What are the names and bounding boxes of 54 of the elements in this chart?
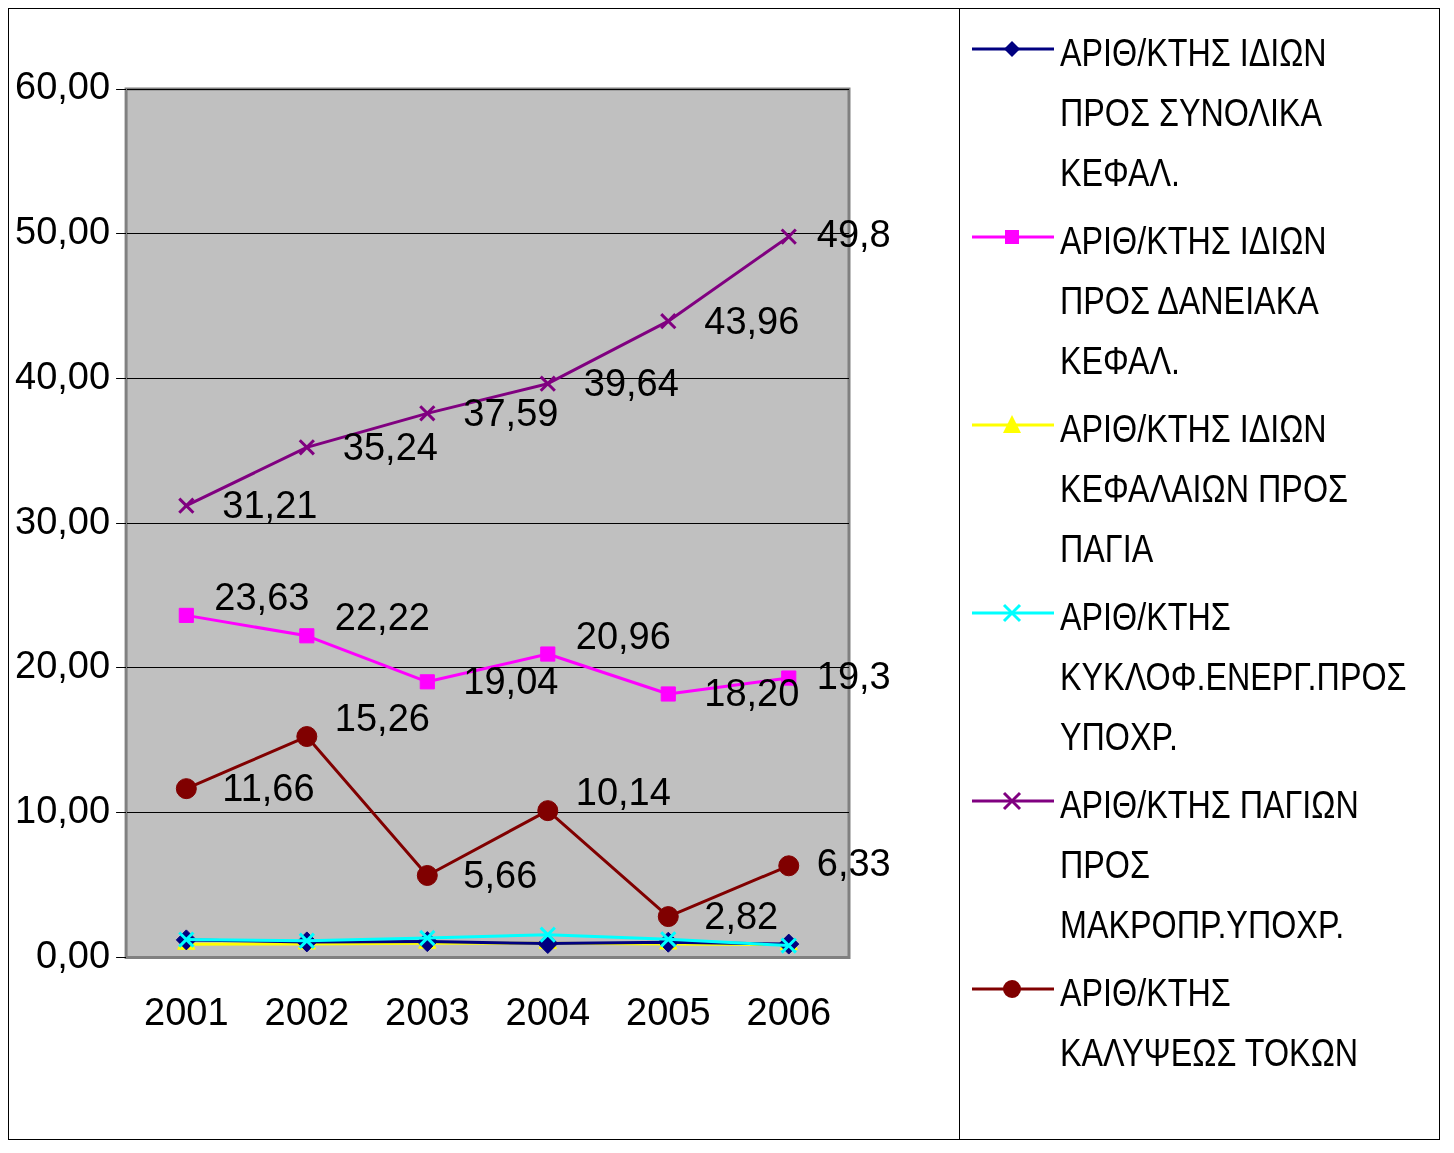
data-label: 23,63 xyxy=(214,575,310,618)
point xyxy=(178,607,194,623)
y-tick-label: 40,00 xyxy=(15,354,111,397)
x-tick-label: 2005 xyxy=(626,990,711,1033)
y-tick-label: 50,00 xyxy=(15,210,111,253)
data-label: 22,22 xyxy=(334,596,430,639)
y-tick-label: 30,00 xyxy=(15,499,111,542)
data-label: 19,04 xyxy=(463,660,559,703)
point xyxy=(296,726,318,748)
point xyxy=(539,375,557,393)
point xyxy=(418,404,436,422)
y-tick-label: 10,00 xyxy=(15,789,111,832)
x-tick-label: 2001 xyxy=(144,990,229,1033)
data-label: 18,20 xyxy=(704,672,800,715)
legend-label: ΑΡΙΘ/ΚΤΗΣ ΚΑΛΥΨΕΩΣ ΤΟΚΩΝ xyxy=(1060,971,1360,1076)
point xyxy=(177,497,195,515)
point xyxy=(537,800,559,822)
data-label: 6,33 xyxy=(816,842,891,885)
point xyxy=(540,646,556,662)
y-tick-label: 60,00 xyxy=(15,65,111,108)
point xyxy=(660,686,676,702)
legend-label: ΑΡΙΘ/ΚΤΗΣ ΙΔΙΩΝ ΠΡΟΣ ΔΑΝΕΙΑΚΑ ΚΕΦΑΛ. xyxy=(1060,219,1328,384)
data-label: 35,24 xyxy=(342,425,438,468)
point xyxy=(175,778,197,800)
point xyxy=(299,628,315,644)
legend-label: ΑΡΙΘ/ΚΤΗΣ ΠΑΓΙΩΝ ΠΡΟΣ ΜΑΚΡΟΠΡ.ΥΠΟΧΡ. xyxy=(1060,783,1360,948)
data-label: 43,96 xyxy=(704,299,800,342)
point xyxy=(419,674,435,690)
x-tick-label: 2002 xyxy=(264,990,350,1033)
data-label: 5,66 xyxy=(463,853,538,896)
data-label: 15,26 xyxy=(334,697,430,740)
x-tick-label: 2004 xyxy=(505,990,591,1033)
point xyxy=(298,438,316,456)
data-label: 49,8 xyxy=(816,213,891,256)
point xyxy=(659,312,677,330)
data-label: 2,82 xyxy=(704,895,779,938)
legend-label: ΑΡΙΘ/ΚΤΗΣ ΚΥΚΛΟΦ.ΕΝΕΡΓ.ΠΡΟΣ ΥΠΟΧΡ. xyxy=(1060,595,1407,760)
data-label: 31,21 xyxy=(222,484,318,527)
point xyxy=(780,228,798,246)
point xyxy=(416,864,438,886)
legend-label: ΑΡΙΘ/ΚΤΗΣ ΙΔΙΩΝ ΠΡΟΣ ΣΥΝΟΛΙΚΑ ΚΕΦΑΛ. xyxy=(1060,31,1328,196)
point xyxy=(657,906,679,928)
point xyxy=(778,855,800,877)
data-label: 19,3 xyxy=(816,654,891,697)
y-tick-label: 20,00 xyxy=(15,644,111,687)
y-tick-label: 0,00 xyxy=(36,933,111,976)
data-label: 11,66 xyxy=(222,767,315,810)
x-tick-label: 2003 xyxy=(385,990,470,1033)
data-label: 37,59 xyxy=(463,391,559,434)
legend-label: ΑΡΙΘ/ΚΤΗΣ ΙΔΙΩΝ ΚΕΦΑΛΑΙΩΝ ΠΡΟΣ ΠΑΓΙΑ xyxy=(1060,407,1349,572)
data-label: 20,96 xyxy=(575,614,671,657)
data-label: 10,14 xyxy=(575,771,671,814)
x-tick-label: 2006 xyxy=(746,990,832,1033)
point xyxy=(539,926,557,944)
